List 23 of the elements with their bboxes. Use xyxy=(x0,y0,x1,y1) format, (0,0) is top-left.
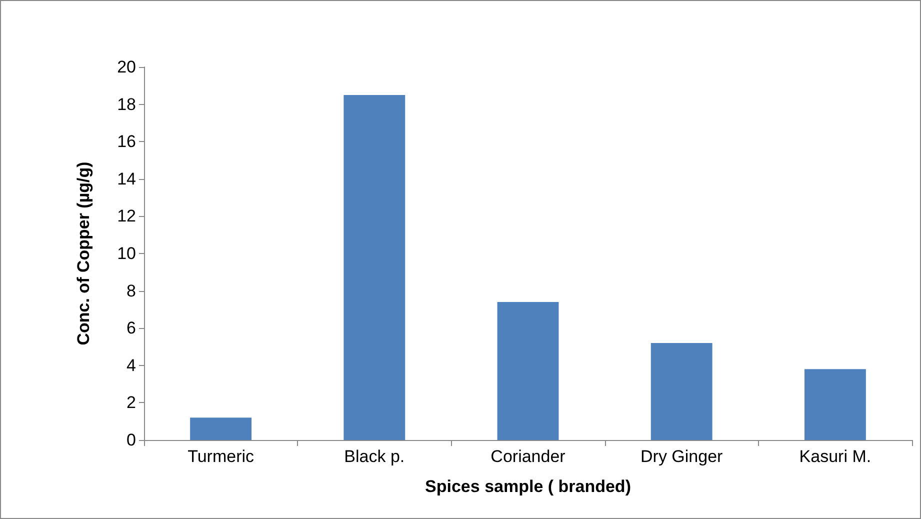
bar xyxy=(497,302,559,440)
y-tick-label: 2 xyxy=(126,393,136,412)
bar xyxy=(190,418,252,440)
y-tick-label: 6 xyxy=(126,318,136,338)
bar xyxy=(804,369,866,440)
bar xyxy=(344,94,406,440)
y-axis-title: Conc. of Copper (µg/g) xyxy=(74,162,93,346)
y-tick-label: 10 xyxy=(117,244,136,263)
y-tick-label: 18 xyxy=(117,94,136,114)
bar xyxy=(650,343,712,440)
x-axis-title: Spices sample ( branded) xyxy=(425,477,631,496)
x-tick-label: Turmeric xyxy=(188,447,255,466)
x-tick-label: Kasuri M. xyxy=(799,447,872,466)
y-tick-label: 12 xyxy=(117,206,136,226)
y-tick-label: 0 xyxy=(126,430,136,450)
y-tick-label: 4 xyxy=(126,356,136,375)
x-tick-label: Dry Ginger xyxy=(640,447,724,466)
y-tick-label: 8 xyxy=(126,281,136,300)
x-tick-label: Coriander xyxy=(490,447,566,466)
x-tick-label: Black p. xyxy=(344,447,405,466)
y-tick-label: 14 xyxy=(117,169,136,188)
y-tick-label: 16 xyxy=(117,132,136,152)
y-tick-label: 20 xyxy=(117,58,136,76)
